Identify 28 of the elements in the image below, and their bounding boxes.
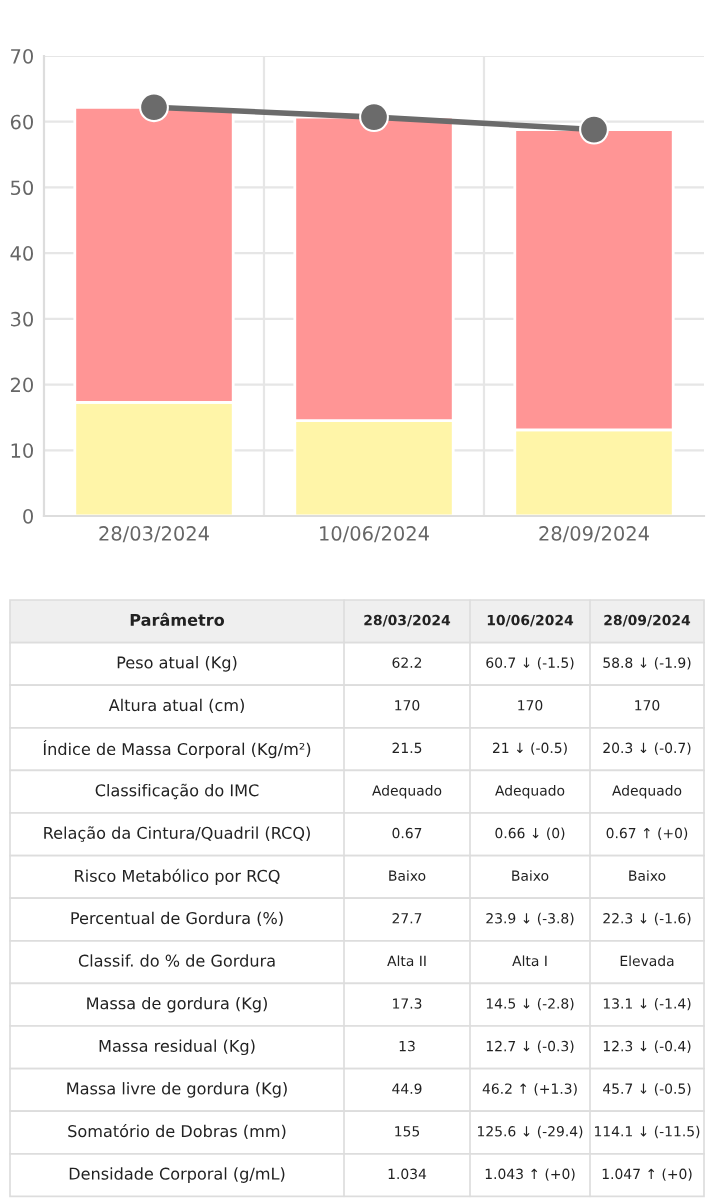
text: Classificação do IMC bbox=[95, 783, 259, 800]
text: Massa livre de gordura (Kg) bbox=[67, 1082, 287, 1098]
x-tick-label: 10/06/2024 bbox=[320, 526, 429, 543]
point bbox=[359, 102, 389, 133]
text: Percentual de Gordura (%) bbox=[71, 911, 283, 927]
text: Peso atual (Kg) bbox=[117, 656, 237, 672]
text: Índice de Massa Corporal (Kg/m²) bbox=[43, 739, 311, 759]
text: Somatório de Dobras (mm) bbox=[68, 1124, 286, 1140]
y-tick-label: 70 bbox=[11, 48, 33, 64]
point bbox=[139, 92, 169, 123]
y-tick-label: 40 bbox=[10, 246, 33, 261]
y-tick-label: 30 bbox=[11, 311, 33, 327]
text: Altura atual (cm) bbox=[108, 698, 244, 714]
text: Relação da Cintura/Quadril (RCQ) bbox=[44, 826, 310, 842]
text: Massa residual (Kg) bbox=[99, 1039, 255, 1056]
y-tick-label: 10 bbox=[11, 443, 33, 458]
point bbox=[579, 114, 609, 145]
y-tick-label: 20 bbox=[10, 377, 33, 393]
y-tick-label: 0 bbox=[23, 508, 33, 524]
text: Massa de gordura (Kg) bbox=[87, 996, 267, 1013]
y-tick-label: 60 bbox=[10, 114, 33, 130]
y-tick-label: 50 bbox=[11, 180, 33, 196]
text: Classif. do % de Gordura bbox=[78, 954, 275, 967]
text: Risco Metabólico por RCQ bbox=[75, 868, 280, 886]
x-tick-label: 28/03/2024 bbox=[99, 526, 209, 543]
text: Parâmetro bbox=[130, 612, 225, 626]
x-tick-label: 28/09/2024 bbox=[539, 526, 649, 543]
text: Densidade Corporal (g/mL) bbox=[69, 1167, 285, 1183]
